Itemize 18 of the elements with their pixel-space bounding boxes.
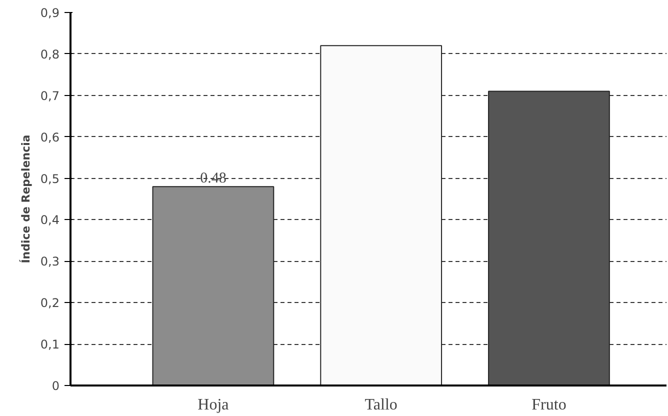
bar: [152, 186, 274, 386]
y-tick-label: 0,5: [40, 172, 60, 186]
y-axis-title: Índice de Repelencia: [18, 134, 32, 264]
y-tick-label: 0,9: [40, 6, 60, 20]
y-tick-label: 0: [52, 379, 60, 393]
y-tick-label: 0,3: [40, 254, 60, 269]
bar: [488, 90, 610, 386]
y-tick-label: 0,1: [40, 338, 60, 352]
bar: [320, 45, 442, 386]
y-tick-label: 0,2: [40, 296, 60, 310]
y-tick-label: 0,8: [40, 47, 60, 62]
y-tick-label: 0,4: [40, 213, 60, 228]
data-label: 0.48: [200, 170, 226, 187]
x-tick-label: Hoja: [198, 396, 229, 414]
x-tick-label: Fruto: [532, 396, 566, 414]
y-tick-label: 0,6: [40, 130, 60, 144]
y-tick-label: 0,7: [40, 88, 60, 103]
x-tick-label: Tallo: [364, 396, 398, 414]
